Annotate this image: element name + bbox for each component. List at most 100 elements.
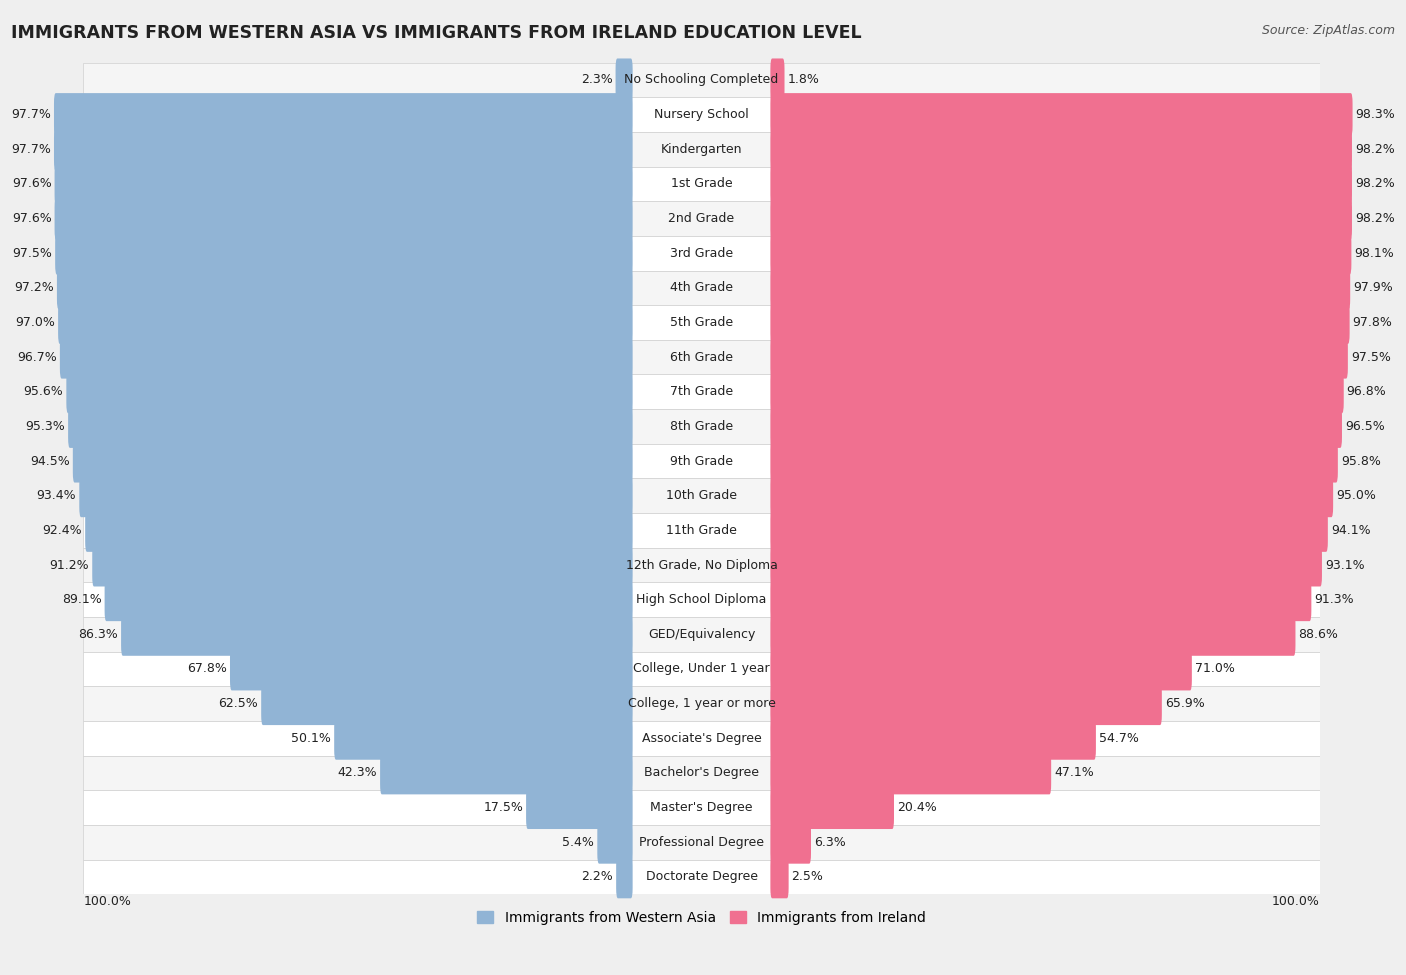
Text: 98.3%: 98.3%: [1355, 108, 1395, 121]
Bar: [83, 756, 1320, 790]
Text: 98.2%: 98.2%: [1355, 142, 1395, 156]
FancyBboxPatch shape: [770, 163, 1353, 206]
FancyBboxPatch shape: [53, 128, 633, 171]
Text: 5th Grade: 5th Grade: [669, 316, 733, 329]
FancyBboxPatch shape: [770, 370, 1344, 413]
FancyBboxPatch shape: [380, 752, 633, 795]
FancyBboxPatch shape: [66, 370, 633, 413]
FancyBboxPatch shape: [770, 682, 1161, 725]
FancyBboxPatch shape: [770, 335, 1348, 378]
FancyBboxPatch shape: [335, 717, 633, 760]
FancyBboxPatch shape: [770, 440, 1339, 483]
Text: 9th Grade: 9th Grade: [671, 454, 733, 468]
Text: College, 1 year or more: College, 1 year or more: [627, 697, 776, 710]
Text: 98.2%: 98.2%: [1355, 212, 1395, 225]
FancyBboxPatch shape: [104, 578, 633, 621]
Text: 3rd Grade: 3rd Grade: [669, 247, 733, 259]
Text: 4th Grade: 4th Grade: [671, 282, 733, 294]
Bar: [83, 582, 1320, 617]
FancyBboxPatch shape: [770, 474, 1333, 517]
Text: GED/Equivalency: GED/Equivalency: [648, 628, 755, 641]
Text: 91.3%: 91.3%: [1315, 593, 1354, 606]
Bar: [83, 305, 1320, 340]
Bar: [83, 548, 1320, 582]
Text: 98.2%: 98.2%: [1355, 177, 1395, 190]
Bar: [83, 340, 1320, 374]
Bar: [83, 479, 1320, 513]
Text: 98.1%: 98.1%: [1354, 247, 1395, 259]
Text: 5.4%: 5.4%: [562, 836, 595, 848]
Text: 17.5%: 17.5%: [484, 801, 523, 814]
Bar: [83, 270, 1320, 305]
Text: 65.9%: 65.9%: [1164, 697, 1205, 710]
Bar: [83, 62, 1320, 98]
Text: Kindergarten: Kindergarten: [661, 142, 742, 156]
Text: 97.7%: 97.7%: [11, 108, 51, 121]
Text: 67.8%: 67.8%: [187, 662, 226, 676]
Text: 6.3%: 6.3%: [814, 836, 845, 848]
FancyBboxPatch shape: [770, 786, 894, 829]
Text: 97.7%: 97.7%: [11, 142, 51, 156]
FancyBboxPatch shape: [616, 855, 633, 898]
FancyBboxPatch shape: [770, 647, 1192, 690]
Bar: [83, 651, 1320, 686]
Text: IMMIGRANTS FROM WESTERN ASIA VS IMMIGRANTS FROM IRELAND EDUCATION LEVEL: IMMIGRANTS FROM WESTERN ASIA VS IMMIGRAN…: [11, 24, 862, 42]
Text: 93.4%: 93.4%: [37, 489, 76, 502]
Text: 95.0%: 95.0%: [1336, 489, 1376, 502]
Text: 20.4%: 20.4%: [897, 801, 936, 814]
Text: 97.9%: 97.9%: [1353, 282, 1393, 294]
Bar: [83, 98, 1320, 132]
Text: 11th Grade: 11th Grade: [666, 524, 737, 537]
FancyBboxPatch shape: [770, 58, 785, 101]
FancyBboxPatch shape: [56, 266, 633, 309]
Text: 100.0%: 100.0%: [1271, 895, 1320, 908]
Bar: [83, 721, 1320, 756]
Text: 2.2%: 2.2%: [582, 871, 613, 883]
Bar: [83, 236, 1320, 270]
FancyBboxPatch shape: [770, 509, 1327, 552]
FancyBboxPatch shape: [58, 301, 633, 344]
FancyBboxPatch shape: [598, 821, 633, 864]
FancyBboxPatch shape: [55, 197, 633, 240]
FancyBboxPatch shape: [770, 821, 811, 864]
Text: Associate's Degree: Associate's Degree: [641, 732, 762, 745]
Bar: [83, 410, 1320, 444]
FancyBboxPatch shape: [770, 752, 1052, 795]
Text: 89.1%: 89.1%: [62, 593, 101, 606]
FancyBboxPatch shape: [770, 613, 1295, 656]
Text: 50.1%: 50.1%: [291, 732, 332, 745]
Text: 97.0%: 97.0%: [15, 316, 55, 329]
Text: Nursery School: Nursery School: [654, 108, 749, 121]
Bar: [83, 617, 1320, 651]
FancyBboxPatch shape: [770, 543, 1322, 587]
FancyBboxPatch shape: [770, 266, 1350, 309]
Text: 96.5%: 96.5%: [1346, 420, 1385, 433]
FancyBboxPatch shape: [67, 405, 633, 448]
Bar: [83, 513, 1320, 548]
Text: 96.7%: 96.7%: [17, 351, 56, 364]
FancyBboxPatch shape: [770, 94, 1353, 137]
Text: Bachelor's Degree: Bachelor's Degree: [644, 766, 759, 779]
Text: No Schooling Completed: No Schooling Completed: [624, 73, 779, 87]
Text: 97.5%: 97.5%: [1351, 351, 1391, 364]
Text: 47.1%: 47.1%: [1054, 766, 1094, 779]
FancyBboxPatch shape: [55, 232, 633, 275]
FancyBboxPatch shape: [616, 58, 633, 101]
Bar: [83, 444, 1320, 479]
Bar: [83, 201, 1320, 236]
Text: 91.2%: 91.2%: [49, 559, 90, 571]
Text: 97.8%: 97.8%: [1353, 316, 1392, 329]
Text: 95.8%: 95.8%: [1341, 454, 1381, 468]
Text: 97.6%: 97.6%: [11, 177, 52, 190]
Text: 92.4%: 92.4%: [42, 524, 82, 537]
Text: 97.5%: 97.5%: [13, 247, 52, 259]
FancyBboxPatch shape: [262, 682, 633, 725]
Bar: [83, 860, 1320, 894]
Text: 88.6%: 88.6%: [1298, 628, 1339, 641]
Bar: [83, 374, 1320, 410]
Bar: [83, 686, 1320, 721]
FancyBboxPatch shape: [770, 578, 1312, 621]
Text: Source: ZipAtlas.com: Source: ZipAtlas.com: [1261, 24, 1395, 37]
FancyBboxPatch shape: [231, 647, 633, 690]
Text: 54.7%: 54.7%: [1099, 732, 1139, 745]
